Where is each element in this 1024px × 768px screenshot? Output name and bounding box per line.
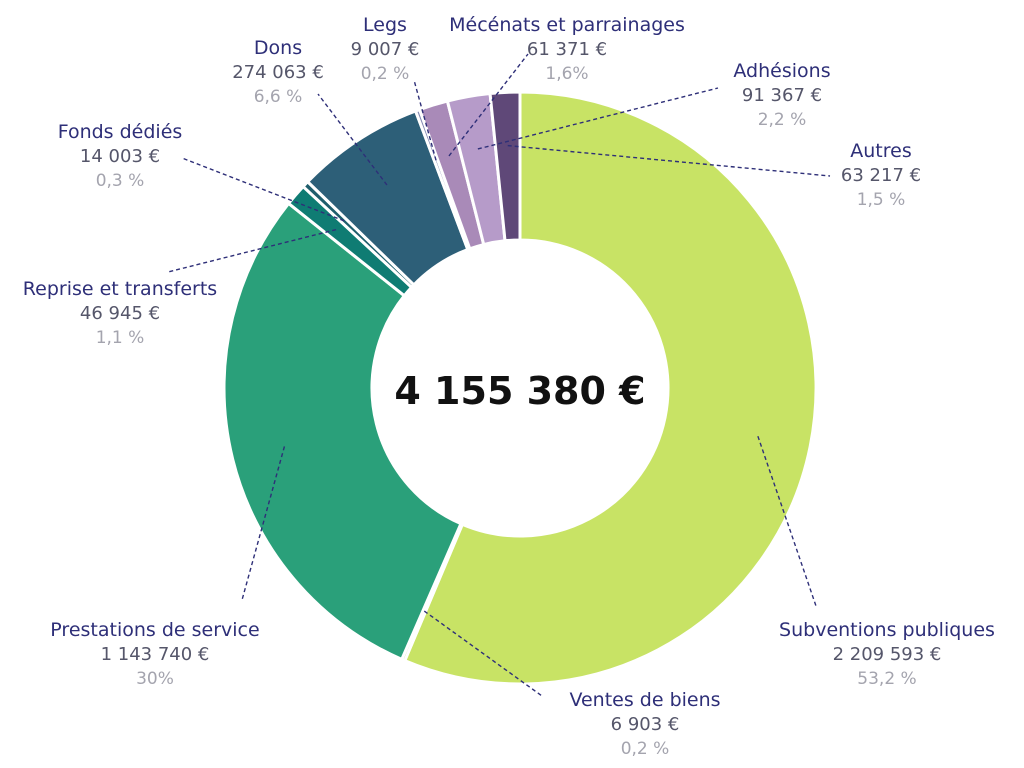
label-percent-adhesions: 2,2 % [758, 110, 807, 130]
label-percent-fonds-dedies: 0,3 % [96, 171, 145, 191]
label-percent-legs: 0,2 % [361, 64, 410, 84]
label-name-ventes-de-biens: Ventes de biens [569, 689, 720, 711]
leader-line-subventions-publiques [757, 435, 817, 607]
leader-line-adhesions [477, 87, 719, 150]
label-name-adhesions: Adhésions [733, 60, 830, 82]
label-value-autres: 63 217 € [841, 165, 921, 186]
labels-group: Subventions publiques 2 209 593 € 53,2 % Ve… [23, 14, 995, 759]
slice-subventions-publiques [402, 90, 818, 686]
total-amount: 4 155 380 € [394, 369, 645, 413]
label-value-subventions-publiques: 2 209 593 € [833, 644, 942, 665]
label-percent-ventes-de-biens: 0,2 % [621, 739, 670, 759]
slices-group [222, 90, 818, 686]
leader-line-autres [507, 144, 831, 177]
label-value-adhesions: 91 367 € [742, 85, 822, 106]
leader-line-dons [317, 93, 388, 186]
label-name-mecenats-et-parrainages: Mécénats et parrainages [449, 14, 685, 36]
label-value-ventes-de-biens: 6 903 € [611, 714, 680, 735]
leader-line-reprise-et-transferts [167, 228, 337, 273]
leader-line-fonds-dedies [181, 157, 345, 222]
label-name-reprise-et-transferts: Reprise et transferts [23, 278, 217, 300]
slice-autres [488, 90, 522, 243]
label-name-subventions-publiques: Subventions publiques [779, 619, 995, 641]
leader-line-ventes-de-biens [423, 610, 543, 697]
label-percent-reprise-et-transferts: 1,1 % [96, 328, 145, 348]
leader-line-mecenats-et-parrainages [448, 53, 529, 157]
label-name-legs: Legs [363, 14, 407, 36]
label-value-reprise-et-transferts: 46 945 € [80, 303, 160, 324]
leaders-group [167, 53, 831, 697]
label-percent-prestations-de-service: 30% [136, 669, 174, 689]
label-percent-mecenats-et-parrainages: 1,6% [545, 64, 588, 84]
slice-prestations-de-service [222, 201, 463, 662]
leader-line-prestations-de-service [241, 446, 286, 601]
label-value-dons: 274 063 € [232, 62, 324, 83]
label-value-prestations-de-service: 1 143 740 € [101, 644, 210, 665]
label-value-fonds-dedies: 14 003 € [80, 146, 160, 167]
label-percent-subventions-publiques: 53,2 % [857, 669, 916, 689]
label-name-dons: Dons [254, 37, 302, 59]
label-percent-autres: 1,5 % [857, 190, 906, 210]
label-name-fonds-dedies: Fonds dédiés [58, 121, 183, 143]
label-percent-dons: 6,6 % [254, 87, 303, 107]
label-name-prestations-de-service: Prestations de service [50, 619, 259, 641]
label-value-mecenats-et-parrainages: 61 371 € [527, 39, 607, 60]
label-name-autres: Autres [850, 140, 911, 162]
label-value-legs: 9 007 € [351, 39, 420, 60]
